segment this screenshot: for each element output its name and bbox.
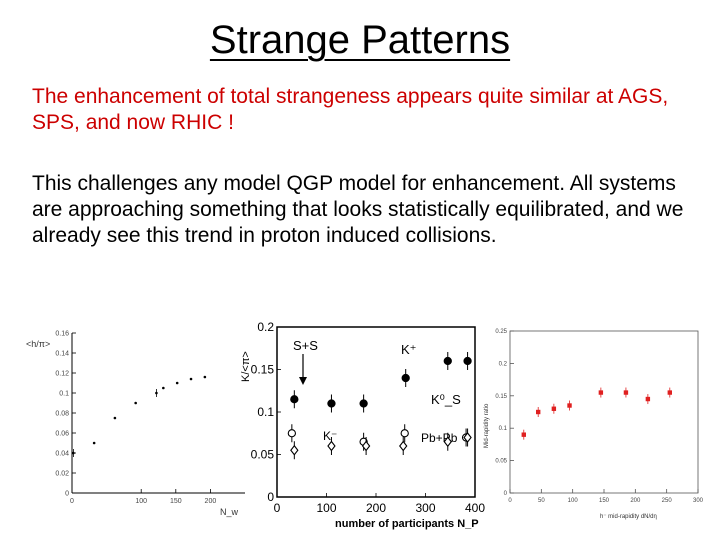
data-point-k-minus [463, 432, 472, 443]
y-tick-label: 0.1 [257, 405, 274, 419]
data-point-k-plus [443, 356, 452, 366]
chart-right-yticks: 0 0.05 0.1 0.15 0.2 0.25 [495, 329, 514, 497]
x-tick-label: 200 [630, 498, 641, 504]
y-tick-label: 0 [65, 490, 69, 497]
data-point [536, 409, 541, 415]
data-point [175, 381, 179, 385]
y-tick-label: 0 [504, 491, 508, 497]
y-tick-label: 0.1 [59, 390, 69, 397]
data-point-k-minus [327, 440, 336, 452]
chart-middle-marks [287, 352, 472, 460]
data-point-k-plus [359, 399, 368, 408]
data-point-k0s [400, 429, 409, 438]
data-point [667, 390, 672, 395]
data-point [92, 441, 96, 445]
annotation-arrow-head [299, 377, 307, 385]
data-point-k-minus [443, 436, 452, 448]
chart-right: 0 0.05 0.1 0.15 0.2 0.25 0 50 100 150 200 250 300 M… [484, 329, 704, 520]
y-tick-label: 0.14 [55, 350, 69, 357]
x-tick-label: 150 [599, 498, 610, 504]
annotation-k-minus: K⁻ [323, 429, 337, 443]
slide-title: Strange Patterns [209, 18, 511, 62]
x-tick-label: 200 [366, 501, 386, 515]
x-tick-label: 100 [568, 498, 579, 504]
data-point [567, 403, 572, 408]
y-tick-label: 0.05 [495, 459, 507, 465]
chart-left: 0 0.02 0.04 0.06 0.08 0.1 0.12 0.14 0.16 0 100 150… [26, 330, 245, 517]
data-point [134, 401, 137, 405]
y-tick-label: 0.2 [257, 320, 274, 334]
x-tick-label: 300 [415, 501, 435, 515]
annotation-k-plus: K⁺ [401, 342, 417, 357]
y-tick-label: 0.2 [499, 361, 508, 367]
y-tick-label: 0.12 [55, 370, 69, 377]
y-tick-label: 0.15 [495, 394, 507, 400]
y-tick-label: 0.05 [251, 448, 275, 462]
data-point-k-plus [290, 395, 299, 404]
intro-paragraph: The enhancement of total strangeness app… [32, 85, 669, 134]
data-point [521, 432, 526, 437]
annotation-k0s: K⁰_S [431, 392, 461, 407]
chart-left-xticks: 0 100 150 200 [70, 489, 216, 505]
y-tick-label: 0 [267, 490, 274, 504]
x-tick-label: 100 [316, 501, 336, 515]
x-tick-label: 400 [465, 501, 485, 515]
data-point-k-plus [327, 399, 336, 408]
chart-left-ylabel: <h/π> [26, 339, 50, 349]
chart-middle-annotations: S+S K⁺ K⁰_S K⁻ Pb+Pb [293, 338, 461, 445]
chart-middle-ylabel: K/<π> [240, 351, 252, 382]
data-point-k-minus [399, 440, 408, 452]
x-tick-label: 50 [538, 498, 545, 504]
chart-middle-yticks: 0 0.05 0.1 0.15 0.2 [251, 320, 281, 504]
x-tick-label: 100 [135, 498, 147, 505]
x-tick-label: 0 [70, 498, 74, 505]
body-paragraph: This challenges any model QGP model for … [32, 172, 684, 247]
data-point [551, 406, 557, 411]
x-tick-label: 300 [693, 498, 704, 504]
y-tick-label: 0.08 [55, 410, 69, 417]
chart-middle-xticks: 0 100 200 300 400 [274, 493, 485, 515]
data-point-k0s [287, 429, 296, 438]
data-point-k-minus [290, 444, 299, 456]
y-tick-label: 0.06 [55, 430, 69, 437]
data-point [598, 390, 604, 395]
data-point [113, 416, 117, 420]
data-point-k-plus [401, 373, 410, 383]
data-point [623, 390, 629, 395]
annotation-s-s: S+S [293, 338, 318, 353]
x-tick-label: 150 [170, 498, 182, 505]
chart-left-marks [72, 375, 207, 457]
data-point-k-minus [361, 440, 371, 452]
chart-right-marks [521, 387, 672, 440]
y-tick-label: 0.02 [55, 470, 69, 477]
data-point [645, 396, 651, 402]
chart-right-xticks: 0 50 100 150 200 250 300 [508, 489, 704, 504]
chart-middle: 0 0.05 0.1 0.15 0.2 0 100 200 300 400 K/<π> numb… [240, 320, 485, 530]
x-tick-label: 200 [205, 498, 217, 505]
chart-right-xlabel: h⁻ mid-rapidity dN/dη [600, 514, 657, 520]
chart-left-yticks: 0 0.02 0.04 0.06 0.08 0.1 0.12 0.14 0.16 [55, 330, 76, 497]
x-tick-label: 0 [274, 501, 281, 515]
y-tick-label: 0.04 [55, 450, 69, 457]
x-tick-label: 250 [662, 498, 673, 504]
data-point [189, 377, 193, 381]
y-tick-label: 0.16 [55, 330, 69, 337]
data-point [203, 375, 207, 379]
y-tick-label: 0.25 [495, 329, 507, 335]
x-tick-label: 0 [508, 498, 512, 504]
y-tick-label: 0.1 [499, 426, 508, 432]
annotation-pb-pb: Pb+Pb [421, 431, 458, 445]
chart-right-ylabel: Mid-rapidity ratio [484, 403, 490, 448]
data-point [162, 386, 165, 390]
chart-left-xlabel: N_w [220, 507, 239, 517]
y-tick-label: 0.15 [251, 363, 275, 377]
data-point-k-plus [463, 356, 472, 366]
chart-left-axes [71, 333, 245, 494]
chart-middle-xlabel: number of participants N_P [335, 518, 479, 530]
